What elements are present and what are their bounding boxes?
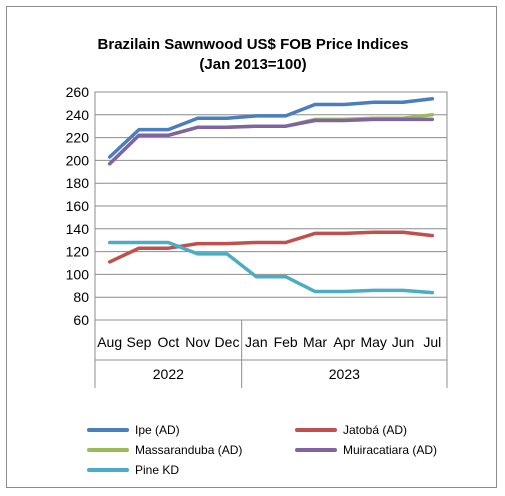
y-tick-label: 80 [73, 289, 89, 305]
legend-swatch [87, 428, 129, 432]
y-axis: 60 80 100 120 140 160 180 200 220 240 260 [66, 84, 90, 328]
x-tick-label: Dec [215, 334, 240, 350]
y-tick-label: 60 [73, 312, 89, 328]
year-label: 2022 [153, 366, 184, 382]
chart-title-line-2: (Jan 2013=100) [199, 56, 306, 73]
y-tick-label: 160 [66, 198, 90, 214]
x-tick-label: Jan [245, 334, 268, 350]
legend-label: Jatobá (AD) [343, 423, 408, 437]
x-tick-label: Apr [333, 334, 355, 350]
legend-swatch [295, 428, 337, 432]
legend-label: Pine KD [135, 463, 180, 477]
x-tick-label: Aug [97, 334, 122, 350]
legend-swatch [295, 448, 337, 452]
legend-item: Ipe (AD) [87, 421, 180, 439]
y-tick-label: 200 [66, 152, 90, 168]
x-tick-label: Nov [185, 334, 210, 350]
chart-frame: Brazilain Sawnwood US$ FOB Price Indices… [6, 6, 497, 488]
y-tick-label: 240 [66, 107, 90, 123]
legend-item: Pine KD [87, 461, 179, 479]
x-tick-label: Feb [274, 334, 298, 350]
series-line-2 [107, 230, 435, 264]
legend: Ipe (AD) Jatobá (AD) Massaranduba (AD) Muir… [87, 421, 487, 483]
legend-swatch [87, 448, 129, 452]
legend-swatch [87, 468, 129, 472]
x-tick-label: Oct [157, 334, 179, 350]
x-tick-label: Sep [127, 334, 152, 350]
chart-title: Brazilain Sawnwood US$ FOB Price Indices… [98, 36, 409, 73]
y-tick-label: 180 [66, 175, 90, 191]
line-chart: Brazilain Sawnwood US$ FOB Price Indices… [66, 36, 448, 388]
chart-title-line-1: Brazilain Sawnwood US$ FOB Price Indices [98, 36, 409, 53]
legend-label: Massaranduba (AD) [135, 443, 243, 457]
y-tick-label: 100 [66, 266, 90, 282]
legend-label: Muiracatiara (AD) [343, 443, 438, 457]
x-axis: Aug Sep Oct Nov Dec Jan Feb Mar Apr May Jun Jul 2022… [94, 320, 448, 388]
x-tick-label: Jun [392, 334, 415, 350]
x-tick-label: Mar [303, 334, 327, 350]
year-label: 2023 [329, 366, 360, 382]
series-line-5 [107, 240, 435, 295]
series-lines [107, 97, 435, 295]
legend-item: Jatobá (AD) [295, 421, 407, 439]
series-line-1 [107, 97, 435, 159]
series-line-4 [107, 117, 435, 166]
legend-label: Ipe (AD) [135, 423, 180, 437]
x-tick-label: May [360, 334, 386, 350]
y-tick-label: 220 [66, 130, 90, 146]
y-tick-label: 120 [66, 244, 90, 260]
y-tick-label: 260 [66, 84, 90, 100]
legend-item: Massaranduba (AD) [87, 441, 242, 459]
x-tick-label: Jul [423, 334, 441, 350]
y-tick-label: 140 [66, 221, 90, 237]
legend-item: Muiracatiara (AD) [295, 441, 437, 459]
